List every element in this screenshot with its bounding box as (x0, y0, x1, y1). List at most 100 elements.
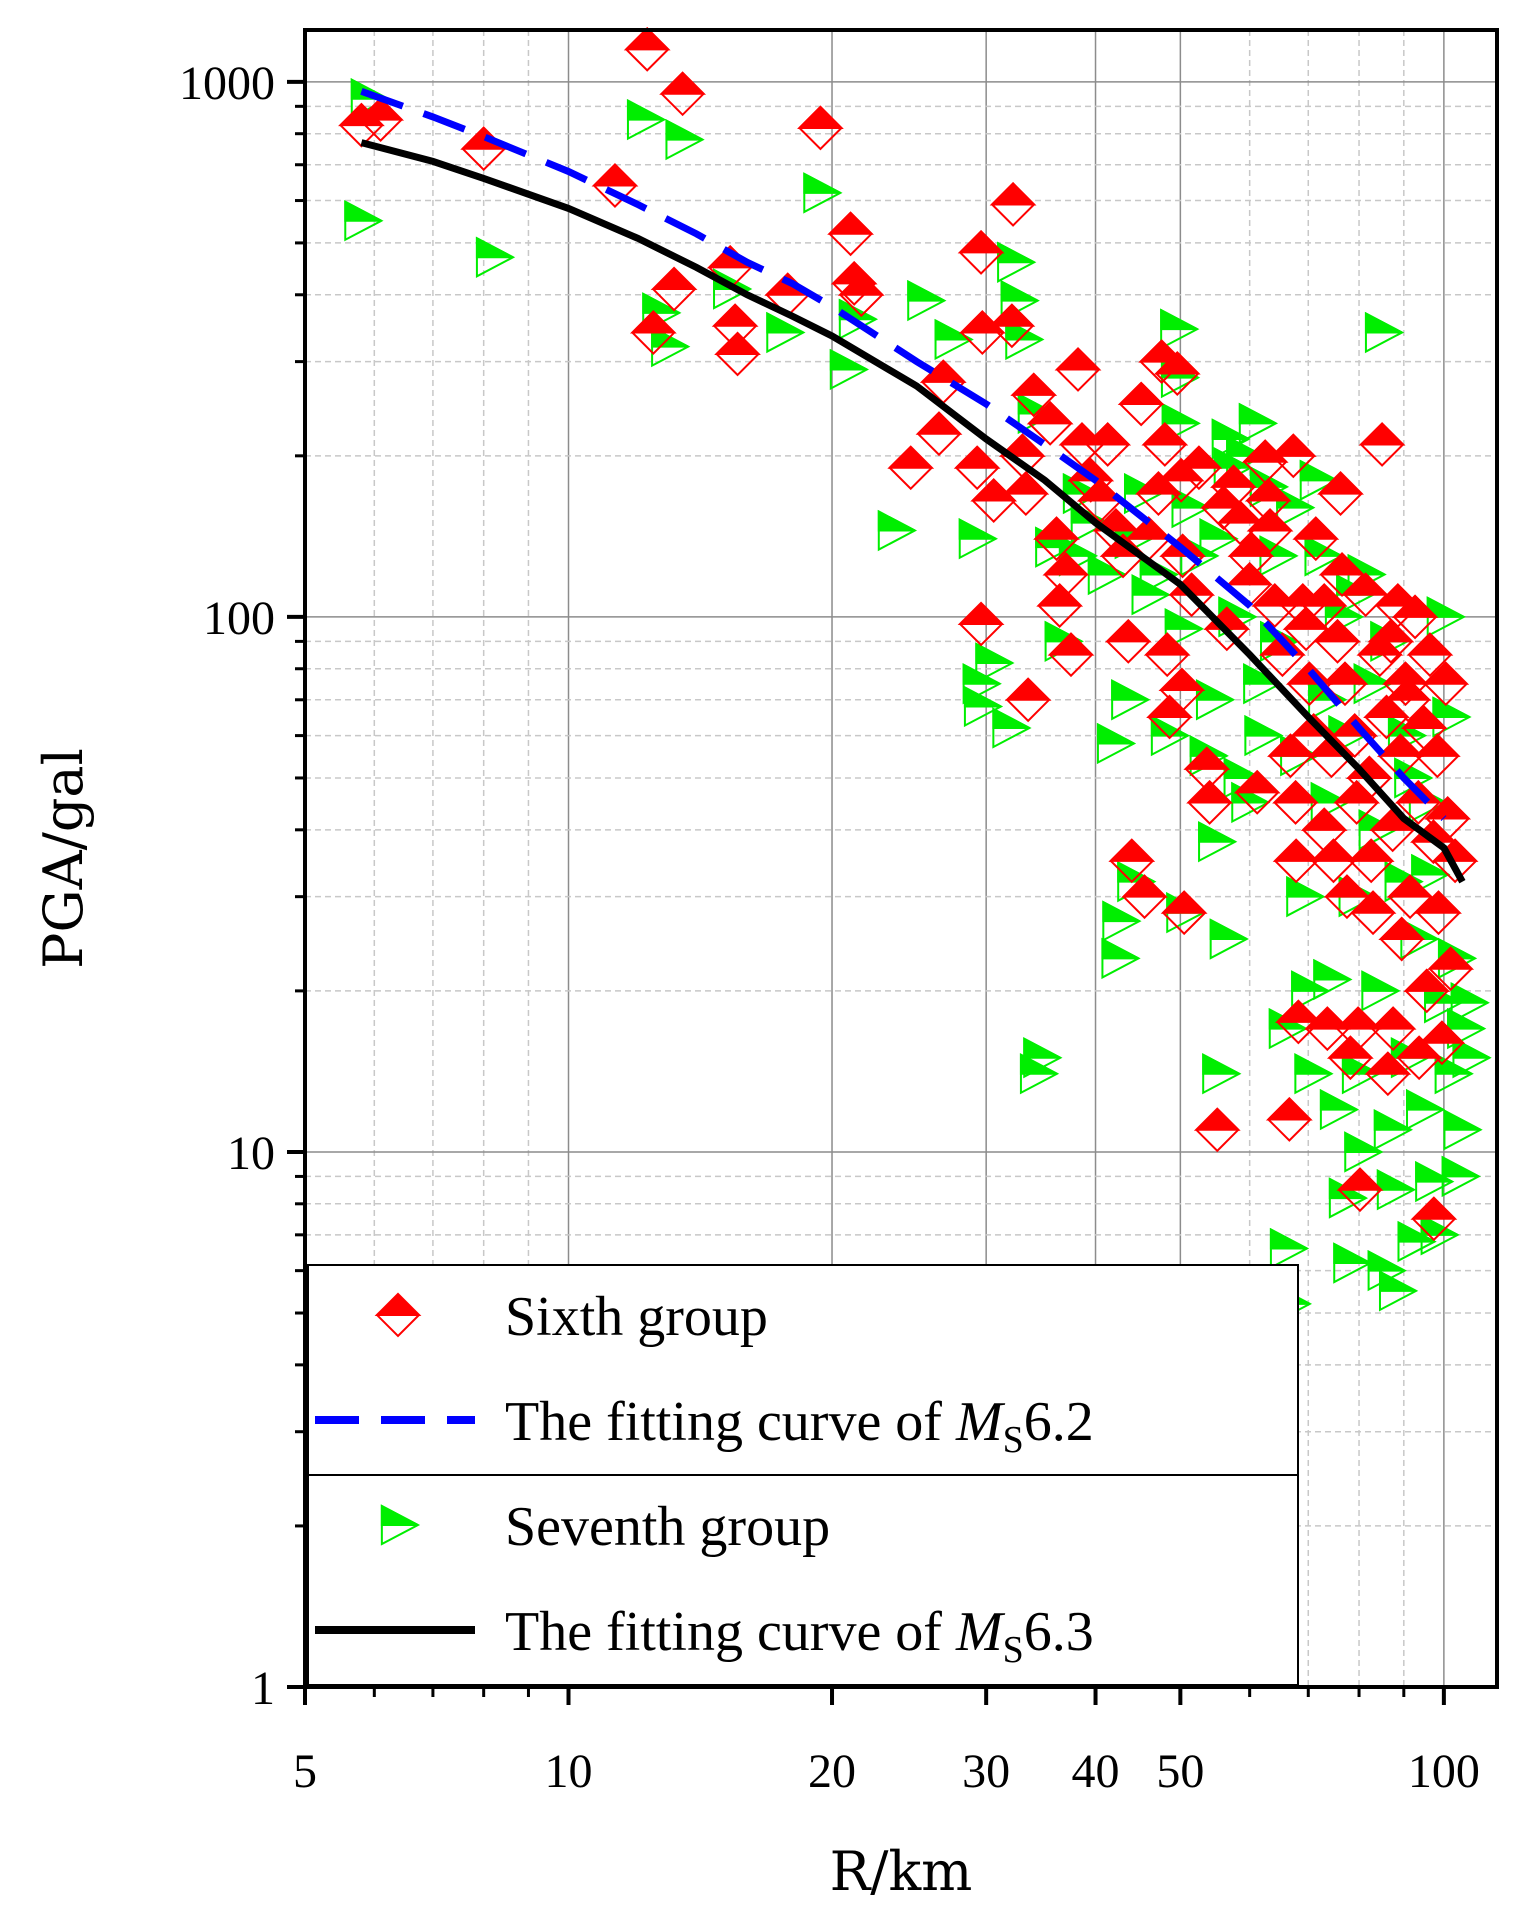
triangle-outline (1244, 714, 1284, 757)
seventh-group-point (963, 685, 1004, 728)
diamond-outline (1419, 1020, 1465, 1066)
sixth-group-point (711, 303, 759, 349)
diamond-outline (1301, 807, 1347, 853)
sixth-group-point (1186, 780, 1234, 825)
triangle-outline (907, 279, 947, 322)
triangle-outline (713, 268, 753, 310)
seventh-group-point (1171, 487, 1211, 529)
seventh-group-point (1294, 1053, 1334, 1095)
sixth-group-point (1153, 351, 1201, 396)
legend-box-2 (307, 1474, 1299, 1686)
diamond-outline (1034, 516, 1079, 562)
seventh-group-point (1070, 502, 1110, 544)
seventh-group-point (1411, 853, 1451, 896)
sixth-group-point (989, 182, 1037, 227)
seventh-group-point (975, 642, 1015, 684)
seventh-group-point (1198, 821, 1238, 863)
triangle-outline (665, 118, 705, 161)
sixth-group-point (1363, 694, 1410, 740)
triangle-outline (1161, 402, 1201, 445)
diamond-outline (920, 359, 966, 405)
diamond-outline (916, 411, 962, 457)
diamond-outline (1118, 381, 1164, 427)
triangle-outline (1294, 1053, 1334, 1095)
sixth-group-point (1279, 583, 1327, 628)
diamond-outline (624, 26, 670, 72)
diamond-outline (1234, 769, 1280, 815)
diamond-outline (1158, 457, 1204, 503)
sixth-group-point (1054, 347, 1102, 392)
triangle-outline (1452, 1037, 1492, 1079)
sixth-group-point (919, 359, 967, 405)
diamond-outline (1085, 422, 1131, 467)
triangle-outline (1415, 1160, 1455, 1203)
sixth-group-point (1160, 890, 1208, 936)
diamond-outline (1379, 916, 1425, 962)
seventh-group-point (958, 518, 998, 560)
triangle-outline (1226, 435, 1266, 477)
triangle-outline (344, 200, 384, 242)
sixth-group-point (1117, 381, 1165, 427)
sixth-group-point (1269, 433, 1317, 479)
seventh-group-point (626, 98, 667, 141)
diamond-outline (1359, 422, 1405, 467)
diamond-outline (999, 433, 1045, 479)
triangle-outline (963, 685, 1004, 728)
triangle-outline (1131, 574, 1171, 616)
triangle-outline (992, 707, 1032, 749)
diamond-outline (592, 163, 638, 208)
x-tick-label: 30 (962, 1745, 1010, 1798)
fit-curves (360, 88, 1466, 884)
diamond-outline (1187, 780, 1233, 825)
triangle-outline (1111, 679, 1151, 721)
sixth-group-point (915, 411, 963, 457)
diamond-outline (1392, 594, 1438, 640)
fit-curve-ms63 (360, 139, 1466, 884)
y-tick-label: 100 (203, 592, 275, 645)
sixth-group-point (714, 331, 761, 377)
sixth-group-point (1292, 516, 1340, 562)
triangle-outline (803, 172, 843, 214)
triangle-outline (1209, 918, 1249, 960)
diamond-outline (339, 102, 384, 148)
seventh-group-point (829, 348, 870, 391)
legend-marker-seventh (380, 1504, 421, 1546)
sixth-group-point (1141, 422, 1189, 467)
diamond-outline (1301, 583, 1347, 628)
diamond-outline (1365, 1051, 1411, 1097)
diamond-outline (1368, 618, 1414, 664)
x-axis-title: R/km (830, 1840, 973, 1903)
y-tick-label: 1 (251, 1662, 275, 1715)
diamond-outline (630, 310, 676, 355)
triangle-outline (1123, 472, 1164, 515)
seventh-group-point (1019, 1053, 1060, 1095)
sixth-group-point (957, 601, 1005, 647)
triangle-outline (1373, 1109, 1414, 1151)
diamond-outline (958, 601, 1004, 647)
diamond-outline (660, 71, 706, 117)
seventh-group-point (1150, 714, 1191, 757)
seventh-group-point (1361, 970, 1401, 1012)
diamond-outline (1348, 838, 1394, 884)
sixth-group-point (953, 445, 1001, 491)
triangle-outline (1450, 982, 1490, 1024)
seventh-group-point (1344, 1131, 1384, 1173)
seventh-group-point (1367, 1249, 1407, 1292)
sixth-group-point (1317, 471, 1364, 517)
sixth-group-point (1183, 746, 1231, 792)
legend-marker-sixth (374, 1292, 422, 1338)
sixth-group-point (1364, 1051, 1412, 1097)
sixth-group-point (1321, 661, 1369, 707)
diamond-outline (1327, 1035, 1373, 1081)
y-tick-label: 10 (227, 1127, 275, 1180)
diamond-outline (1350, 890, 1396, 936)
triangle-outline (1358, 809, 1398, 851)
triangle-outline (1341, 1053, 1382, 1095)
diamond-outline (958, 229, 1004, 275)
sixth-group-point (1104, 618, 1152, 664)
sixth-group-point (1002, 471, 1050, 517)
sixth-group-point (1047, 632, 1095, 678)
triangle-outline (1195, 679, 1236, 721)
sixth-group-point (1121, 874, 1168, 920)
